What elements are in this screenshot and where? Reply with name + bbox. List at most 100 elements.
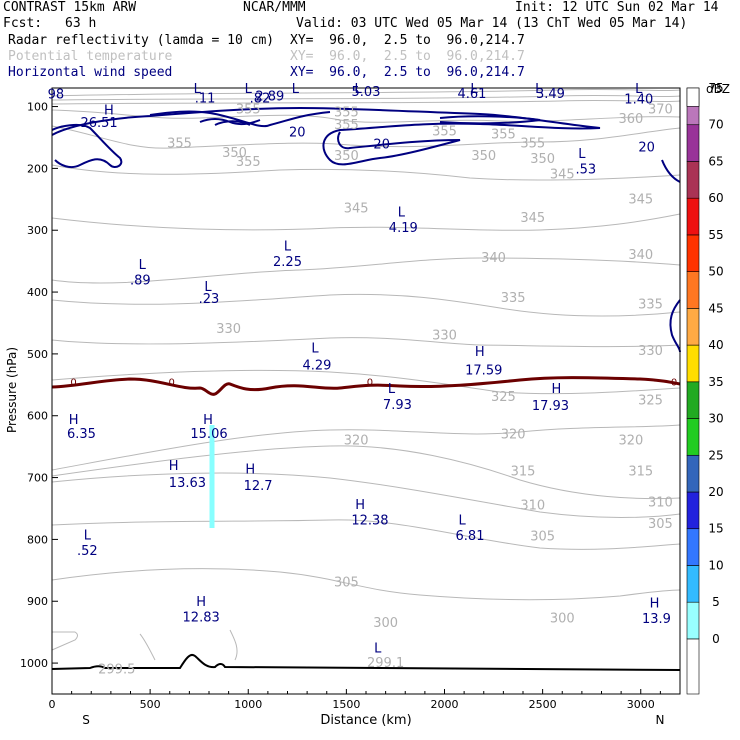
wind-speed-label: .11 [195, 91, 216, 106]
extremum-letter: L [470, 82, 478, 97]
wind-speed-label: 12.38 [351, 514, 388, 529]
wind-speed-label: .89 [130, 274, 151, 289]
wind-speed-label: 1.40 [624, 93, 653, 108]
wind-speed-label: 7.93 [383, 398, 412, 413]
theta-contour-label: 300 [373, 616, 398, 631]
extremum-letter: L [635, 82, 643, 97]
wind-speed-label: 3.49 [536, 87, 565, 102]
wind-speed-label: 12.7 [244, 479, 273, 494]
y-tick-label: 800 [27, 533, 48, 546]
theta-contour-label: 355 [520, 137, 545, 152]
y-tick-label: 500 [27, 348, 48, 361]
colorbar-level-label: 35 [708, 375, 723, 389]
x-tick-label: 1500 [332, 698, 360, 711]
wind-speed-label: 17.59 [465, 363, 502, 378]
extremum-letter: L [204, 280, 212, 295]
x-axis: 0 500 1000 1500 2000 2500 3000 [49, 689, 661, 711]
wind-speed-label: 98 [48, 88, 65, 103]
wind-speed-label: 6.81 [456, 529, 485, 544]
theta-contour-label: 310 [520, 498, 545, 513]
colorbar-level-label: 30 [708, 412, 723, 426]
y-tick-label: 400 [27, 286, 48, 299]
colorbar-swatch [686, 124, 700, 162]
theta-contour-label: 340 [628, 248, 653, 263]
y-tick-label: 100 [27, 101, 48, 114]
colorbar-unit: dBZ [706, 82, 730, 96]
colorbar-level-label: 10 [708, 558, 723, 572]
extremum-letter: L [374, 642, 382, 657]
colorbar-level-label: 65 [708, 154, 723, 168]
extremum-letter: H [355, 498, 365, 513]
x-tick-label: 1000 [234, 698, 262, 711]
theta-contour-label: 325 [638, 393, 663, 408]
wind-speed-label: 13.63 [169, 476, 206, 491]
colorbar-swatch [686, 491, 700, 530]
wind-speed-label: .52 [77, 544, 98, 559]
theta-contour-label: 330 [216, 322, 241, 337]
field-reflectivity-xy: XY= 96.0, 2.5 to 96.0,214.7 [290, 33, 525, 48]
wind-speed-label: 26.51 [80, 116, 117, 131]
colorbar-swatch [686, 344, 700, 383]
colorbar-swatch [686, 638, 700, 695]
zero-contour-label: 0 [671, 378, 677, 389]
theta-contour-label: 345 [628, 192, 653, 207]
theta-contour-label: 340 [481, 251, 506, 266]
zero-contour-label: 0 [367, 378, 373, 389]
colorbar-level-label: 15 [708, 522, 723, 536]
theta-contour-label: 299.5 [98, 662, 135, 677]
x-tick-label: 2500 [529, 698, 557, 711]
extremum-letter: L [292, 82, 300, 97]
extremum-letter: L [245, 82, 253, 97]
colorbar-swatch [686, 528, 700, 566]
org-label: NCAR/MMM [243, 0, 306, 15]
model-title: CONTRAST 15km ARW [3, 0, 137, 15]
colorbar-swatch [686, 234, 700, 272]
colorbar-level-label: 20 [708, 485, 723, 499]
y-tick-label: 700 [27, 472, 48, 485]
theta-contour-label: 350 [471, 149, 496, 164]
theta-contour-label: 345 [344, 202, 369, 217]
colorbar-level-label: 45 [708, 301, 723, 315]
theta-contour-label: 370 [648, 103, 673, 118]
y-tick-label: 900 [27, 595, 48, 608]
x-tick-label: 500 [140, 698, 161, 711]
extremum-letter: H [650, 596, 660, 611]
theta-contour-label: 310 [648, 495, 673, 510]
theta-contour-label: 330 [638, 344, 663, 359]
theta-contour-label: 355 [334, 118, 359, 133]
colorbar-level-label: 75 [708, 81, 723, 95]
theta-contour-label: 335 [638, 297, 663, 312]
theta-contour-label: 325 [491, 390, 516, 405]
wind-speed-label: .53 [575, 162, 596, 177]
y-axis: 100 200 300 400 500 600 700 800 900 1000 [20, 101, 58, 670]
field-wind-xy: XY= 96.0, 2.5 to 96.0,214.7 [290, 65, 525, 80]
extremum-letter: H [475, 345, 485, 360]
x-tick-label: 0 [49, 698, 56, 711]
extremum-letter: L [578, 147, 586, 162]
extremum-letter: L [284, 240, 292, 255]
extremum-letter: L [84, 528, 92, 543]
colorbar-level-label: 25 [708, 448, 723, 462]
theta-contour-label: 345 [550, 168, 575, 183]
y-tick-label: 300 [27, 224, 48, 237]
theta-contour-label: 305 [648, 517, 673, 532]
theta-contour-label: 350 [530, 152, 555, 167]
theta-contour-label: 300 [550, 612, 575, 627]
wind-speed-contours [51, 106, 681, 353]
colorbar-swatch [686, 161, 700, 199]
theta-contour-label: 320 [344, 433, 369, 448]
theta-contour-label: 355 [167, 137, 192, 152]
theta-contour-label: 355 [334, 106, 359, 121]
x-axis-north-label: N [656, 713, 665, 727]
extremum-letter: H [196, 595, 206, 610]
theta-contour-label: 320 [619, 433, 644, 448]
colorbar-swatch [686, 454, 700, 493]
extremum-letter: L [459, 514, 467, 529]
y-tick-label: 200 [27, 162, 48, 175]
forecast-hours: 63 h [65, 16, 97, 31]
extremum-letter: L [398, 206, 406, 221]
wind-speed-label: .23 [199, 292, 220, 307]
colorbar-level-label: 5 [712, 595, 720, 609]
theta-contour-label: 299.1 [367, 656, 404, 671]
wind-speed-label: 20 [289, 125, 306, 140]
